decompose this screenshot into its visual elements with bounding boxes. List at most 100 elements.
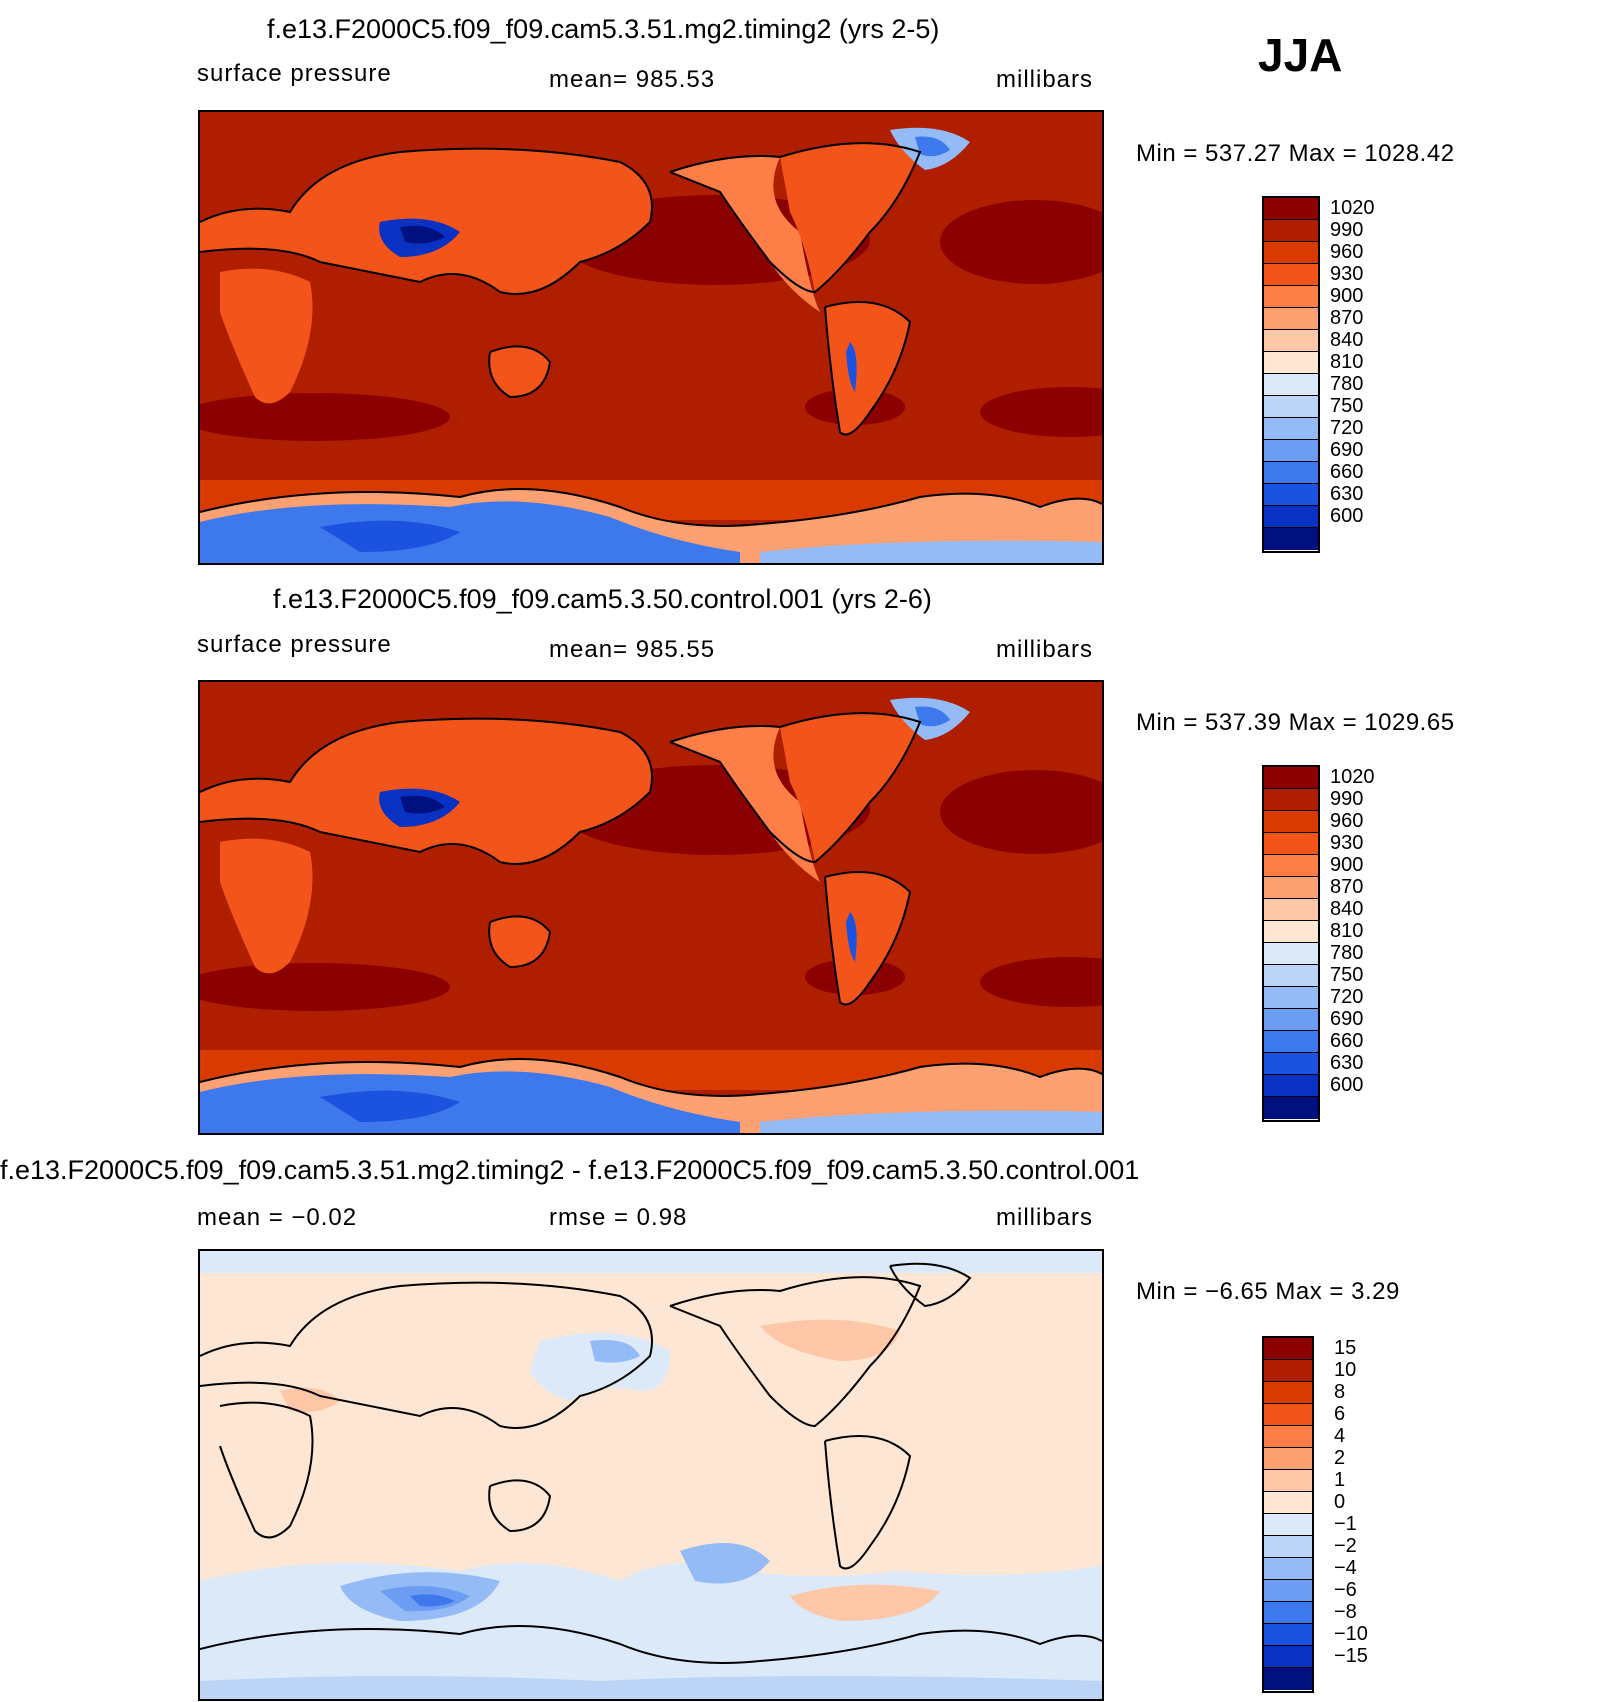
south-indian-negative-peak (410, 1594, 455, 1607)
colorbar-tick-label: 1020 (1330, 197, 1375, 219)
north-atlantic-high (940, 770, 1102, 854)
colorbar-cell (1264, 987, 1318, 1009)
colorbar-tick-label: −2 (1334, 1535, 1357, 1557)
colorbar-tick-label: 750 (1330, 395, 1364, 417)
colorbar-cell (1264, 1075, 1318, 1097)
panel-2-variable-label: surface pressure (197, 631, 392, 658)
colorbar-cell (1264, 330, 1318, 352)
south-america-coastline (824, 871, 912, 1006)
colorbar-cell (1264, 506, 1318, 528)
panel-3-min-max: Min = −6.65 Max = 3.29 (1136, 1278, 1400, 1305)
antarctica-low-west (200, 501, 740, 563)
panel-3-colorbar-cells (1264, 1338, 1312, 1690)
colorbar-cell (1264, 1097, 1318, 1119)
colorbar-tick-label: −4 (1334, 1557, 1357, 1579)
north-america-positive (760, 1319, 900, 1361)
panel-1-colorbar (1262, 196, 1320, 553)
colorbar-cell (1264, 1536, 1312, 1558)
arctic-band (200, 1251, 1102, 1273)
africa (220, 268, 313, 404)
panel-3-mean-label: mean = −0.02 (197, 1204, 358, 1231)
colorbar-tick-label: 840 (1330, 329, 1364, 351)
colorbar-tick-label: 780 (1330, 942, 1364, 964)
north-atlantic-high (940, 200, 1102, 284)
colorbar-cell (1264, 242, 1318, 264)
eurasia-coastline (200, 717, 653, 865)
australia (489, 916, 550, 967)
antarctica-low-east (760, 1110, 1102, 1133)
panel-3-colorbar (1262, 1336, 1314, 1693)
tibet-core (400, 225, 445, 244)
south-indian-high (200, 393, 450, 441)
colorbar-tick-label: 1 (1334, 1469, 1346, 1491)
colorbar-cell (1264, 264, 1318, 286)
antarctica-coastline (200, 1625, 1102, 1664)
colorbar-tick-label: 690 (1330, 439, 1364, 461)
colorbar-tick-label: 720 (1330, 986, 1364, 1008)
antarctica-low-east (760, 540, 1102, 563)
panel-1-colorbar-cells (1264, 198, 1318, 550)
south-atlantic-high (980, 957, 1102, 1007)
south-atlantic-high (980, 387, 1102, 437)
greenland-coastline (889, 1262, 972, 1308)
colorbar-cell (1264, 1646, 1312, 1668)
south-america (825, 302, 910, 435)
colorbar-cell (1264, 374, 1318, 396)
colorbar-tick-label: 900 (1330, 285, 1364, 307)
australia-coastline (488, 345, 552, 399)
antarctica-low-west (200, 1071, 740, 1133)
colorbar-tick-label: 600 (1330, 1074, 1364, 1096)
colorbar-tick-label: 990 (1330, 788, 1364, 810)
colorbar-tick-label: 840 (1330, 898, 1364, 920)
antarctic-edge (200, 1676, 1102, 1699)
colorbar-tick-label: 930 (1330, 832, 1364, 854)
colorbar-tick-label: 690 (1330, 1008, 1364, 1030)
colorbar-tick-label: 960 (1330, 241, 1364, 263)
north-america-coastline (669, 712, 922, 864)
north-america-coastline (669, 142, 922, 294)
australia-coastline (488, 915, 552, 969)
eurasia-coastline (200, 147, 653, 295)
colorbar-tick-label: −1 (1334, 1513, 1357, 1535)
colorbar-tick-label: −8 (1334, 1601, 1357, 1623)
colorbar-cell (1264, 1580, 1312, 1602)
colorbar-cell (1264, 528, 1318, 550)
colorbar-cell (1264, 877, 1318, 899)
south-america-coastline (824, 1435, 912, 1570)
panel-2-units-label: millibars (996, 636, 1094, 663)
panel-1-mean-label: mean= 985.53 (549, 66, 716, 93)
south-america (825, 872, 910, 1005)
colorbar-cell (1264, 855, 1318, 877)
colorbar-cell (1264, 1426, 1312, 1448)
colorbar-cell (1264, 1009, 1318, 1031)
colorbar-cell (1264, 899, 1318, 921)
antarctica-coastline (200, 488, 1102, 527)
colorbar-cell (1264, 1360, 1312, 1382)
colorbar-cell (1264, 921, 1318, 943)
colorbar-tick-label: −6 (1334, 1579, 1357, 1601)
eurasia-coastline (200, 1281, 653, 1429)
panel-1-title: f.e13.F2000C5.f09_f09.cam5.3.51.mg2.timi… (267, 14, 940, 44)
colorbar-cell (1264, 1448, 1312, 1470)
colorbar-cell (1264, 1602, 1312, 1624)
south-indian-high (200, 963, 450, 1011)
colorbar-cell (1264, 352, 1318, 374)
panel-1-units-label: millibars (996, 66, 1094, 93)
season-label: JJA (1258, 29, 1343, 81)
colorbar-cell (1264, 440, 1318, 462)
panel-1-map (198, 110, 1104, 565)
panel-3-units-label: millibars (996, 1204, 1094, 1231)
colorbar-cell (1264, 767, 1318, 789)
colorbar-tick-label: 630 (1330, 1052, 1364, 1074)
colorbar-tick-label: 900 (1330, 854, 1364, 876)
panel-1-variable-label: surface pressure (197, 60, 392, 87)
colorbar-cell (1264, 1053, 1318, 1075)
colorbar-cell (1264, 1338, 1312, 1360)
colorbar-cell (1264, 789, 1318, 811)
panel-1-map-svg (200, 112, 1102, 563)
colorbar-cell (1264, 462, 1318, 484)
panel-3-map-svg (200, 1251, 1102, 1699)
andes (846, 912, 857, 962)
antarctica-deep-low (320, 520, 460, 552)
africa (220, 838, 313, 974)
